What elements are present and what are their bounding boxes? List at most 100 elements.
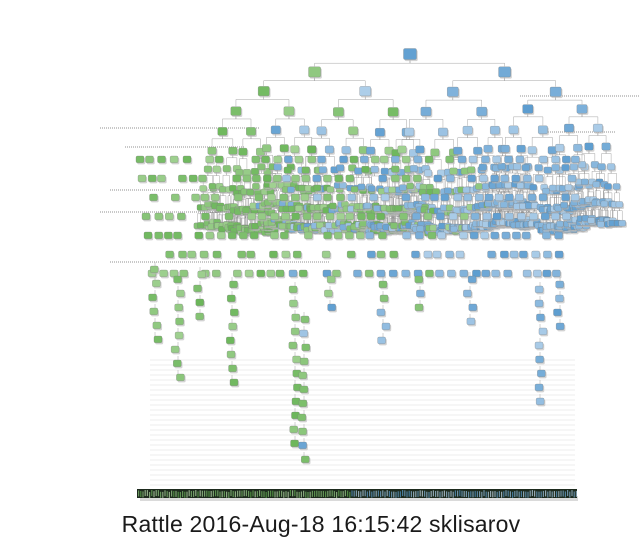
tree-edge	[607, 170, 612, 184]
tree-edge	[607, 189, 613, 201]
leaf-node	[529, 490, 531, 497]
leaf-node	[228, 491, 230, 498]
tree-node	[302, 212, 312, 220]
tree-node	[322, 269, 332, 277]
tree-node	[370, 155, 380, 163]
tree-edge	[588, 150, 596, 161]
tree-node	[289, 425, 298, 433]
leaf-node	[496, 491, 498, 498]
leaf-node	[168, 491, 170, 498]
tree-node	[273, 155, 282, 163]
tree-edge	[587, 207, 591, 220]
tree-node	[411, 250, 420, 258]
tree-edge	[597, 132, 607, 143]
leaf-node	[553, 491, 555, 498]
tree-edge	[222, 135, 234, 147]
leaf-node	[470, 491, 472, 498]
tree-node	[230, 106, 242, 116]
tree-node	[345, 212, 354, 220]
tree-node	[440, 193, 449, 201]
tree-node	[389, 250, 398, 258]
tree-node	[531, 250, 540, 258]
tree-node	[562, 155, 571, 163]
tree-node	[364, 269, 374, 277]
leaf-node	[428, 491, 430, 498]
tree-edge	[314, 77, 366, 86]
tree-node	[462, 126, 473, 135]
tree-node	[468, 155, 478, 163]
tree-edge	[452, 77, 505, 87]
tree-node	[413, 269, 423, 277]
leaf-node	[239, 490, 241, 497]
tree-node	[149, 193, 158, 201]
leaf-node	[439, 491, 441, 498]
tree-node	[300, 193, 310, 201]
tree-node	[475, 183, 483, 190]
tree-node	[480, 231, 489, 239]
tree-node	[280, 231, 289, 239]
tree-node	[261, 155, 270, 163]
tree-node	[211, 193, 220, 201]
tree-node	[300, 315, 310, 323]
tree-edge	[513, 113, 529, 126]
tree-edge	[216, 172, 220, 183]
leaf-band-shadow	[140, 496, 578, 501]
tree-node	[366, 212, 376, 220]
tree-node	[289, 299, 298, 307]
tree-node	[482, 212, 492, 220]
tree-node	[279, 144, 289, 152]
leaf-node	[175, 490, 177, 497]
leaf-node	[391, 491, 393, 498]
tree-edge	[601, 150, 607, 164]
tree-node	[435, 269, 444, 277]
leaf-node	[232, 491, 234, 498]
leaf-node	[278, 490, 280, 497]
tree-node	[281, 250, 290, 258]
leaf-node	[283, 491, 285, 498]
tree-edge	[275, 134, 285, 145]
tree-node	[367, 250, 376, 258]
leaf-node	[388, 490, 390, 497]
leaf-node	[230, 490, 232, 497]
leaf-node	[179, 491, 181, 498]
tree-node	[291, 193, 300, 201]
tree-node	[201, 212, 210, 220]
tree-edge	[235, 96, 264, 107]
leaf-node	[575, 490, 577, 497]
tree-edge	[614, 189, 617, 202]
tree-node	[445, 250, 454, 258]
leaf-node	[421, 490, 423, 497]
tree-node	[402, 231, 411, 239]
tree-node	[481, 155, 490, 163]
tree-node	[356, 231, 365, 239]
tree-node	[366, 146, 375, 155]
tree-node	[326, 275, 336, 283]
tree-node	[205, 155, 214, 163]
tree-node	[535, 355, 544, 363]
tree-edge	[542, 134, 553, 147]
tree-node	[430, 148, 440, 157]
tree-node	[380, 167, 389, 175]
tree-edge	[242, 135, 252, 148]
tree-node	[498, 66, 511, 78]
tree-node	[368, 185, 376, 192]
tree-node	[378, 174, 387, 182]
tree-node	[508, 125, 519, 134]
tree-node	[291, 174, 300, 182]
tree-node	[509, 250, 519, 258]
tree-node	[534, 383, 544, 391]
leaf-node	[567, 490, 569, 497]
tree-edge	[226, 172, 230, 187]
tree-node	[538, 125, 548, 134]
tree-node	[437, 231, 446, 239]
tree-node	[481, 269, 490, 277]
tree-node	[307, 155, 316, 163]
leaf-node	[424, 490, 426, 497]
tree-node	[573, 144, 583, 152]
tree-node	[301, 174, 310, 182]
tree-node	[230, 308, 239, 316]
tree-node	[224, 212, 234, 220]
leaf-node	[234, 491, 236, 498]
tree-node	[298, 427, 307, 435]
